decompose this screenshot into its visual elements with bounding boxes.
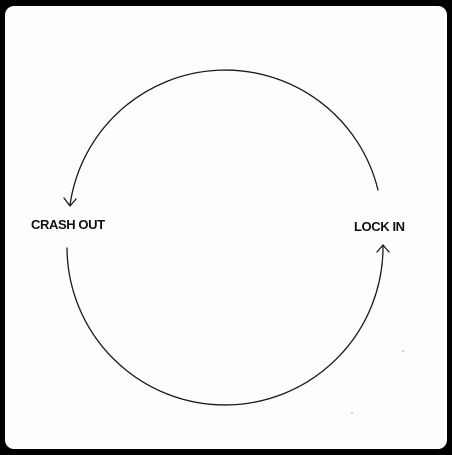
arrowhead-up-right (376, 244, 390, 253)
top-arc-arrow (69, 69, 379, 206)
bottom-arc-arrow (66, 245, 384, 406)
crash-out-label: CRASH OUT (31, 217, 105, 232)
diagram-card (5, 6, 447, 449)
lock-in-label: LOCK IN (354, 219, 405, 234)
arrowhead-down-left (63, 197, 77, 207)
paper-speck (351, 412, 353, 414)
paper-speck (402, 350, 404, 352)
